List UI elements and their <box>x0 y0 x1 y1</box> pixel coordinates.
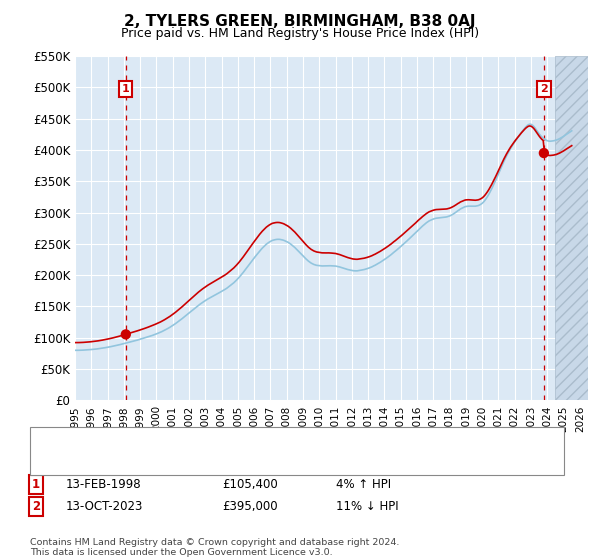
Text: ─────: ───── <box>48 434 86 447</box>
Text: 1: 1 <box>122 84 130 94</box>
Text: Price paid vs. HM Land Registry's House Price Index (HPI): Price paid vs. HM Land Registry's House … <box>121 27 479 40</box>
Text: 2: 2 <box>540 84 548 94</box>
Text: 4% ↑ HPI: 4% ↑ HPI <box>336 478 391 491</box>
Text: 2, TYLERS GREEN, BIRMINGHAM, B38 0AJ (detached house): 2, TYLERS GREEN, BIRMINGHAM, B38 0AJ (de… <box>105 436 436 446</box>
Text: ─────: ───── <box>48 454 86 468</box>
Text: Contains HM Land Registry data © Crown copyright and database right 2024.
This d: Contains HM Land Registry data © Crown c… <box>30 538 400 557</box>
Text: £105,400: £105,400 <box>222 478 278 491</box>
Point <box>121 330 131 339</box>
Point <box>539 148 548 157</box>
Text: 2, TYLERS GREEN, BIRMINGHAM, B38 0AJ: 2, TYLERS GREEN, BIRMINGHAM, B38 0AJ <box>124 14 476 29</box>
Text: HPI: Average price, detached house, Birmingham: HPI: Average price, detached house, Birm… <box>105 456 380 466</box>
Text: £395,000: £395,000 <box>222 500 278 514</box>
Text: 13-OCT-2023: 13-OCT-2023 <box>66 500 143 514</box>
Bar <box>556 56 588 400</box>
Text: 11% ↓ HPI: 11% ↓ HPI <box>336 500 398 514</box>
Text: 13-FEB-1998: 13-FEB-1998 <box>66 478 142 491</box>
Text: 1: 1 <box>32 478 40 491</box>
Text: 2: 2 <box>32 500 40 514</box>
